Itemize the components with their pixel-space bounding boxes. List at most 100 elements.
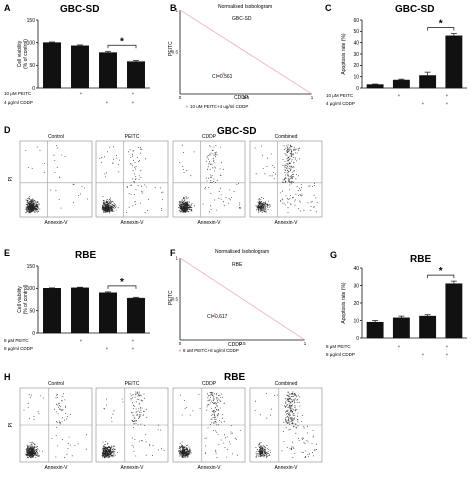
- chart-c-sig-star: *: [439, 19, 443, 30]
- chart-f-ylabel: PEITC: [168, 290, 174, 305]
- flow-d-plot-peitc: PEITC Annexin-V: [95, 134, 169, 226]
- chart-f-xtick-label: 1: [304, 341, 307, 346]
- chart-g-bar-combined: [445, 283, 463, 339]
- chart-g-cddp-label: 8 μg/ml CDDP: [326, 352, 355, 357]
- chart-b-additivity-line: [179, 9, 313, 95]
- chart-g-plus-mark: +: [446, 352, 449, 357]
- chart-f-legend: 8 uM PEITC+8 ug/ml CDDP: [183, 348, 239, 353]
- chart-g-ytick-label: 30: [353, 283, 359, 289]
- flow-events: [254, 391, 318, 458]
- chart-a-peitc-label: 10 μM PEITC: [4, 91, 32, 96]
- panel-label-f: F: [170, 248, 176, 258]
- chart-a-ylabel-line: Cell viability: [17, 40, 23, 67]
- chart-g-ytick-label: 0: [356, 336, 359, 342]
- flow-y-axis-label: PI: [8, 177, 14, 182]
- chart-e-ytick-label: 150: [27, 264, 36, 270]
- chart-g-sig-bracket: [427, 274, 455, 279]
- chart-a-sig-bracket: [107, 44, 137, 49]
- chart-a-bar-peitc: [71, 45, 89, 89]
- chart-b-xtick-label: 0.5: [243, 95, 250, 100]
- chart-a-bar-cddp: [99, 52, 117, 89]
- flow-x-axis-label: Annexin-V: [197, 465, 221, 471]
- chart-c-sig-bracket: [427, 27, 455, 31]
- panel-label-b: B: [170, 3, 177, 13]
- chart-g-plus-mark: +: [446, 344, 449, 349]
- chart-e-bar-combined: [127, 297, 145, 334]
- flow-h-title: RBE: [224, 372, 245, 383]
- chart-c-ytick-label: 40: [353, 40, 359, 46]
- flow-group-label: PEITC: [125, 134, 140, 140]
- chart-g-sig-star: *: [439, 266, 443, 277]
- chart-a-bar-control: [43, 42, 61, 89]
- flow-x-axis-label: Annexin-V: [120, 465, 144, 471]
- chart-e-ytick-label: 50: [29, 308, 35, 314]
- chart-a-plus-mark: +: [80, 91, 83, 96]
- panel-label-c: C: [325, 3, 332, 13]
- chart-e-title: RBE: [75, 250, 96, 261]
- chart-b-title: Normalised Isobologram: [218, 4, 272, 10]
- chart-e-bar-peitc: [71, 287, 89, 334]
- chart-g-peitc-label: 8 μM PEITC: [326, 344, 351, 349]
- chart-g-plus-mark: +: [422, 352, 425, 357]
- flow-cytometry-rbe-row: Control Annexin-V PI PEITC Annexin-V CDDP Anne…: [8, 381, 323, 471]
- chart-e-peitc-label: 8 μM PEITC: [4, 338, 29, 343]
- chart-e-sig-star: *: [120, 277, 124, 288]
- flow-d-plot-combined: Combined Annexin-V: [249, 134, 323, 226]
- chart-e-sig-bracket: [107, 285, 137, 289]
- chart-a-cddp-label: 4 μg/ml CDDP: [4, 100, 33, 105]
- chart-e-bar-control: [43, 288, 61, 334]
- chart-g-ylabel: Apoptosis rate (%): [341, 282, 347, 323]
- panel-label-e: E: [4, 248, 10, 258]
- flow-group-label: Control: [48, 381, 64, 387]
- chart-a-ytick-label: 150: [27, 18, 36, 24]
- chart-c-ylabel: Apoptosis rate (%): [341, 33, 347, 74]
- flow-d-plot-cddp: CDDP Annexin-V: [172, 134, 246, 226]
- chart-c-ytick-label: 10: [353, 74, 359, 80]
- flow-events: [99, 146, 164, 214]
- chart-a-ylabel-line: (% of control): [23, 39, 29, 69]
- flow-x-axis-label: Annexin-V: [120, 220, 144, 226]
- chart-c-bar-control: [366, 84, 384, 89]
- chart-b-ytick-label: 1: [175, 8, 178, 13]
- chart-a-cell-viability-gbc: GBC-SD 10 μM PEITC 4 μg/ml CDDP 0 50 100 15…: [4, 4, 150, 105]
- chart-e-plus-mark: +: [80, 338, 83, 343]
- chart-c-plus-mark: +: [422, 101, 425, 106]
- chart-c-plus-mark: +: [446, 101, 449, 106]
- chart-a-sig-star: *: [120, 36, 124, 47]
- chart-e-cddp-label: 8 μg/ml CDDP: [4, 346, 33, 351]
- chart-c-ytick-label: 50: [353, 29, 359, 35]
- flow-group-label: PEITC: [125, 381, 140, 387]
- chart-e-cell-viability-rbe: RBE 8 μM PEITC 8 μg/ml CDDP 0 50 100 150 Cel…: [4, 250, 150, 351]
- chart-b-xtick-label: 0: [179, 95, 182, 100]
- chart-b-xtick-label: 1: [311, 95, 314, 100]
- flow-x-axis-label: Annexin-V: [197, 220, 221, 226]
- chart-c-peitc-label: 10 μM PEITC: [326, 93, 354, 98]
- chart-e-ytick-label: 100: [27, 286, 36, 292]
- chart-a-ytick-label: 50: [29, 63, 35, 69]
- chart-e-ylabel-line: Cell viability: [17, 286, 23, 313]
- chart-b-legend: 10 uM PEITC+4 ug/ml CDDP: [190, 104, 248, 109]
- chart-f-ytick-label: 0.5: [172, 297, 179, 302]
- flow-cytometry-gbc-row: Control Annexin-V PI PEITC Annexin-V CDDP Anne…: [8, 134, 323, 226]
- chart-b-isobologram-gbc: Normalised Isobologram GBC-SD CI=0.561 C…: [168, 4, 314, 109]
- panel-label-g: G: [330, 250, 337, 260]
- flow-events: [178, 392, 241, 459]
- flow-h-plot-peitc: PEITC Annexin-V: [95, 381, 169, 471]
- chart-f-ci: CI=0.617: [207, 314, 228, 320]
- chart-f-cell: RBE: [232, 262, 243, 268]
- flow-x-axis-label: Annexin-V: [44, 220, 68, 226]
- chart-g-plus-mark: +: [398, 344, 401, 349]
- flow-h-plot-control: Control Annexin-V PI: [8, 381, 93, 471]
- chart-a-ytick-label: 100: [27, 40, 36, 46]
- chart-c-plus-mark: +: [446, 93, 449, 98]
- chart-b-ylabel: PEITC: [168, 41, 174, 56]
- flow-x-axis-label: Annexin-V: [274, 465, 298, 471]
- chart-c-bar-peitc: [392, 79, 410, 89]
- flow-events: [101, 391, 165, 459]
- chart-c-cddp-label: 4 μg/ml CDDP: [326, 101, 355, 106]
- chart-g-ylabel-line: Apoptosis rate (%): [341, 282, 347, 323]
- flow-h-plot-combined: Combined Annexin-V: [249, 381, 323, 471]
- chart-a-bar-combined: [127, 61, 145, 89]
- chart-e-plus-mark: +: [106, 346, 109, 351]
